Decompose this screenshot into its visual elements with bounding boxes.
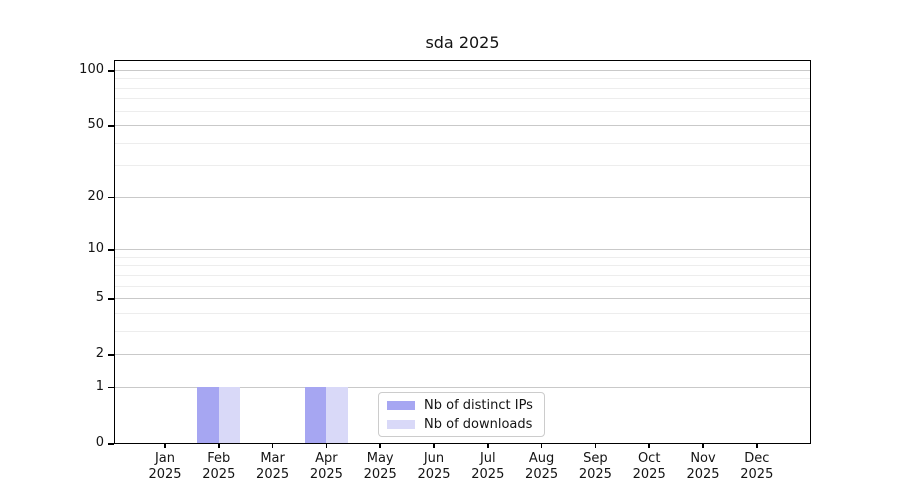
x-tick-label: Nov 2025 xyxy=(686,451,720,482)
x-tick xyxy=(379,444,381,448)
gridline-minor xyxy=(114,165,811,167)
x-tick xyxy=(164,444,166,448)
y-tick-label: 5 xyxy=(95,290,104,306)
gridline-minor xyxy=(114,312,811,314)
gridline-minor xyxy=(114,285,811,287)
y-tick-label: 20 xyxy=(87,188,104,204)
bar-nb-of-downloads xyxy=(326,386,348,444)
y-tick xyxy=(108,249,114,251)
x-tick xyxy=(594,444,597,448)
x-tick-label: Dec 2025 xyxy=(740,451,774,482)
bar-nb-of-downloads xyxy=(218,386,241,444)
gridline-minor xyxy=(114,98,811,100)
gridline-major xyxy=(114,125,811,127)
y-tick xyxy=(108,443,114,445)
x-tick-label: Sep 2025 xyxy=(578,451,612,482)
gridline-minor xyxy=(114,265,811,267)
gridline-major xyxy=(114,298,811,300)
plot-area xyxy=(114,60,811,444)
y-tick-label: 0 xyxy=(95,435,104,450)
x-tick xyxy=(702,444,704,448)
gridline-minor xyxy=(114,330,811,332)
x-tick-label: May 2025 xyxy=(363,451,397,482)
gridline-major xyxy=(114,196,811,198)
gridline-major xyxy=(114,386,811,388)
x-tick-label: Jul 2025 xyxy=(471,451,505,482)
y-tick xyxy=(108,298,114,300)
y-tick-label: 50 xyxy=(87,117,104,133)
x-tick-label: Apr 2025 xyxy=(309,451,343,482)
x-tick-label: Feb 2025 xyxy=(202,451,236,482)
gridline-minor xyxy=(114,142,811,144)
legend-swatch-nb-of-distinct-ips xyxy=(387,400,415,410)
x-tick xyxy=(325,444,328,448)
gridline-minor xyxy=(114,256,811,258)
legend-item: Nb of downloads xyxy=(387,417,536,432)
x-tick-label: Aug 2025 xyxy=(525,451,559,482)
bar-nb-of-distinct-ips xyxy=(197,386,219,444)
x-tick-label: Jan 2025 xyxy=(148,451,182,482)
x-tick xyxy=(271,444,274,448)
y-tick xyxy=(108,196,114,199)
gridline-minor xyxy=(114,78,811,80)
x-tick xyxy=(540,444,543,448)
x-tick-label: Jun 2025 xyxy=(417,451,451,482)
y-tick xyxy=(108,125,114,127)
legend: Nb of distinct IPs Nb of downloads xyxy=(378,392,545,437)
gridline-major xyxy=(114,249,811,251)
y-tick-label: 1 xyxy=(95,378,104,394)
legend-item: Nb of distinct IPs xyxy=(387,398,536,413)
x-tick xyxy=(487,444,489,448)
legend-label: Nb of distinct IPs xyxy=(424,397,533,413)
legend-swatch-nb-of-downloads xyxy=(387,419,415,429)
y-tick xyxy=(108,386,114,389)
gridline-minor xyxy=(114,87,811,89)
x-tick xyxy=(648,444,650,448)
x-tick xyxy=(433,444,435,448)
x-tick-label: Oct 2025 xyxy=(632,451,666,482)
y-tick-label: 10 xyxy=(87,241,104,257)
bar-nb-of-distinct-ips xyxy=(304,386,327,444)
legend-label: Nb of downloads xyxy=(424,416,533,432)
chart-title: sda 2025 xyxy=(425,33,500,52)
y-tick xyxy=(108,354,114,356)
y-tick-label: 100 xyxy=(79,62,104,77)
y-tick xyxy=(108,70,114,72)
gridline-minor xyxy=(114,110,811,112)
x-tick xyxy=(756,444,758,448)
x-tick xyxy=(218,444,220,448)
gridline-major xyxy=(114,70,811,71)
gridline-minor xyxy=(114,274,811,276)
x-tick-label: Mar 2025 xyxy=(256,451,290,482)
y-tick-label: 2 xyxy=(95,346,104,362)
gridline-major xyxy=(114,354,811,356)
